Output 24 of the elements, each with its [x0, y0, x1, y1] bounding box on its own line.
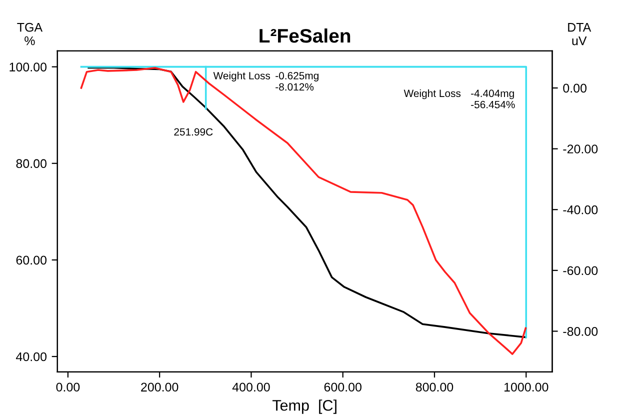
y-axis-title: TGA %	[17, 22, 43, 46]
y-tick-label: 100.00	[10, 62, 47, 72]
annotation: Weight Loss	[404, 89, 461, 100]
x-axis-title: Temp [C]	[272, 400, 336, 414]
x-tick-label: 1000.00	[504, 382, 548, 392]
x-tick-label: 0.00	[56, 382, 80, 392]
x-tick-label: 400.00	[232, 382, 270, 392]
y-tick-label: 40.00	[16, 352, 47, 362]
x-tick-label: 800.00	[416, 382, 454, 392]
y2-axis-title: DTA uV	[568, 23, 592, 46]
y2-tick-label: -80.00	[563, 327, 598, 336]
y2-tick-label: -20.00	[563, 144, 598, 154]
x-tick-label: 200.00	[141, 382, 178, 392]
annotation: -4.404mg -56.454%	[471, 90, 515, 108]
y2-tick-label: 0.00	[563, 84, 586, 93]
chart-title: L²FeSalen	[260, 28, 350, 43]
x-tick-label: 600.00	[324, 382, 362, 392]
y2-tick-label: -40.00	[563, 205, 598, 214]
annotation: Weight Loss	[213, 72, 270, 82]
y-tick-label: 60.00	[16, 256, 47, 265]
annotation: -0.625mg -8.012%	[276, 72, 318, 91]
y2-tick-label: -60.00	[563, 266, 598, 276]
annotation: 251.99C	[174, 128, 213, 136]
y-tick-label: 80.00	[16, 159, 47, 168]
